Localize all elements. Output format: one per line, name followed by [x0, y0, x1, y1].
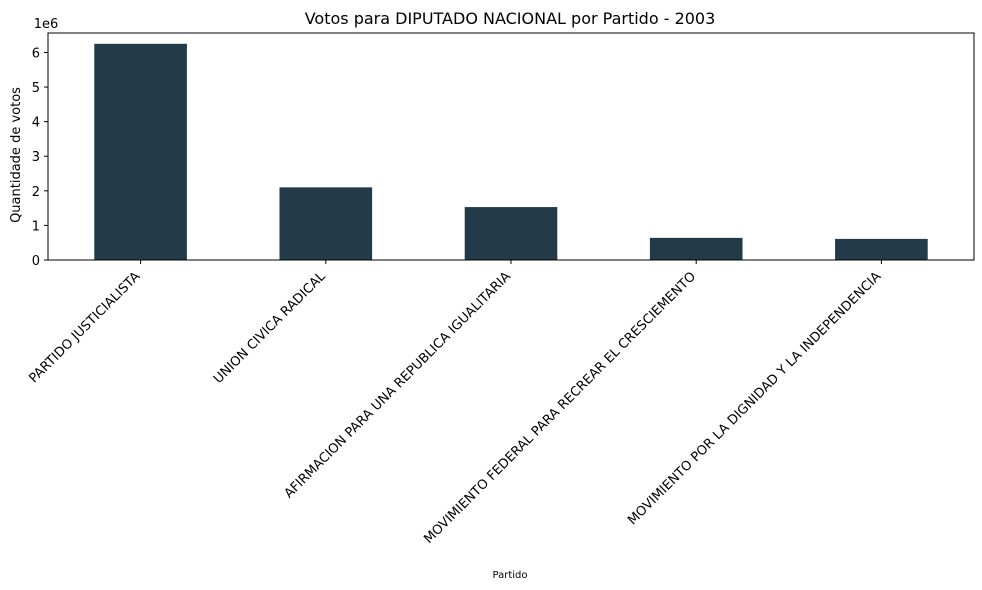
y-tick-label-1: 1 — [32, 219, 40, 234]
y-axis-label: Quantidade de votos — [9, 87, 24, 223]
x-tick-label-2: UNION CIVICA RADICAL — [211, 269, 329, 387]
bar-1 — [94, 43, 187, 260]
bars-group — [94, 43, 928, 260]
y-ticks-group: 0 1 2 3 4 5 6 — [32, 46, 48, 269]
y-axis-offset-label: 1e6 — [34, 17, 59, 32]
x-tick-label-1: PARTIDO JUSTICIALISTA — [26, 269, 143, 386]
x-axis-label: Partido — [493, 570, 528, 581]
x-tick-label-3: AFIRMACION PARA UNA REPUBLICA IGUALITARI… — [282, 269, 514, 501]
y-tick-label-2: 2 — [32, 185, 40, 200]
y-tick-label-5: 5 — [32, 81, 40, 96]
bar-3 — [464, 207, 558, 260]
bar-2 — [279, 187, 373, 260]
y-tick-label-0: 0 — [32, 254, 40, 269]
x-ticks-group: PARTIDO JUSTICIALISTA UNION CIVICA RADICA… — [26, 260, 884, 547]
y-tick-label-4: 4 — [32, 116, 40, 131]
plot-area-frame — [47, 32, 975, 261]
y-tick-label-3: 3 — [32, 150, 40, 165]
bar-5 — [835, 238, 928, 260]
bar-4 — [649, 237, 743, 260]
chart-title: Votos para DIPUTADO NACIONAL por Partido… — [305, 9, 716, 28]
y-tick-label-6: 6 — [32, 46, 40, 61]
